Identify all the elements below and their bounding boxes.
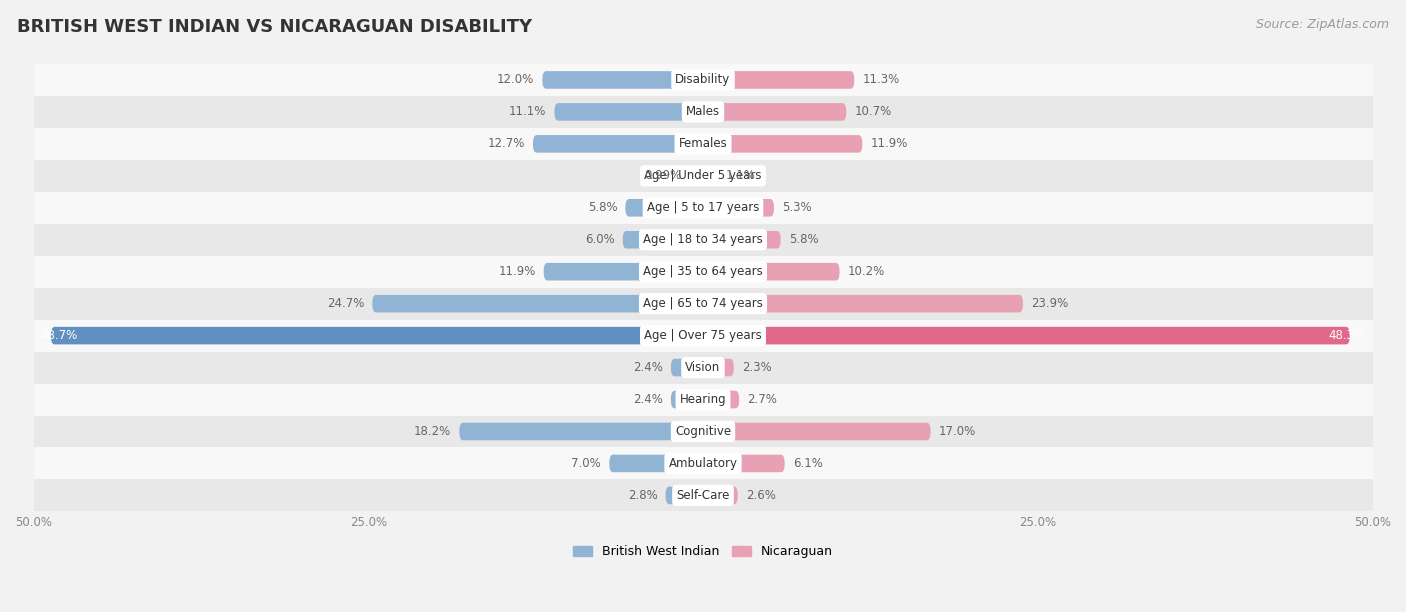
Text: Age | 65 to 74 years: Age | 65 to 74 years [643, 297, 763, 310]
FancyBboxPatch shape [671, 390, 703, 408]
FancyBboxPatch shape [544, 263, 703, 280]
FancyBboxPatch shape [703, 455, 785, 472]
Text: 18.2%: 18.2% [413, 425, 451, 438]
Bar [34, 351, 1372, 384]
Bar [34, 224, 1372, 256]
Text: 11.1%: 11.1% [509, 105, 547, 118]
FancyBboxPatch shape [703, 487, 738, 504]
Text: 6.0%: 6.0% [585, 233, 614, 246]
Text: 11.9%: 11.9% [870, 137, 908, 151]
FancyBboxPatch shape [460, 423, 703, 440]
FancyBboxPatch shape [690, 167, 703, 185]
Text: 0.99%: 0.99% [644, 170, 682, 182]
FancyBboxPatch shape [703, 231, 780, 248]
Text: 2.4%: 2.4% [633, 361, 662, 374]
Text: Vision: Vision [685, 361, 721, 374]
Text: 11.3%: 11.3% [862, 73, 900, 86]
FancyBboxPatch shape [51, 327, 703, 345]
FancyBboxPatch shape [703, 103, 846, 121]
FancyBboxPatch shape [703, 167, 717, 185]
Text: Source: ZipAtlas.com: Source: ZipAtlas.com [1256, 18, 1389, 31]
Bar [34, 416, 1372, 447]
Text: 5.8%: 5.8% [789, 233, 818, 246]
FancyBboxPatch shape [703, 263, 839, 280]
Bar [34, 160, 1372, 192]
Bar [34, 64, 1372, 96]
Text: Age | Under 5 years: Age | Under 5 years [644, 170, 762, 182]
Text: 2.3%: 2.3% [742, 361, 772, 374]
FancyBboxPatch shape [703, 295, 1024, 313]
Text: Cognitive: Cognitive [675, 425, 731, 438]
FancyBboxPatch shape [533, 135, 703, 152]
FancyBboxPatch shape [703, 135, 862, 152]
FancyBboxPatch shape [554, 103, 703, 121]
Text: 2.7%: 2.7% [747, 393, 778, 406]
Text: 23.9%: 23.9% [1031, 297, 1069, 310]
Text: 10.2%: 10.2% [848, 265, 884, 278]
Text: 48.3%: 48.3% [1329, 329, 1365, 342]
Bar [34, 192, 1372, 224]
Text: Age | 5 to 17 years: Age | 5 to 17 years [647, 201, 759, 214]
FancyBboxPatch shape [703, 390, 740, 408]
Text: 5.8%: 5.8% [588, 201, 617, 214]
Bar [34, 384, 1372, 416]
FancyBboxPatch shape [626, 199, 703, 217]
Text: 10.7%: 10.7% [855, 105, 891, 118]
FancyBboxPatch shape [703, 199, 773, 217]
Text: 2.6%: 2.6% [745, 489, 776, 502]
Text: 48.7%: 48.7% [41, 329, 77, 342]
Text: 11.9%: 11.9% [498, 265, 536, 278]
FancyBboxPatch shape [665, 487, 703, 504]
FancyBboxPatch shape [373, 295, 703, 313]
Bar [34, 96, 1372, 128]
Text: 24.7%: 24.7% [326, 297, 364, 310]
FancyBboxPatch shape [703, 359, 734, 376]
Bar [34, 319, 1372, 351]
Text: 17.0%: 17.0% [939, 425, 976, 438]
Text: Males: Males [686, 105, 720, 118]
Text: Disability: Disability [675, 73, 731, 86]
FancyBboxPatch shape [671, 359, 703, 376]
FancyBboxPatch shape [703, 71, 855, 89]
FancyBboxPatch shape [609, 455, 703, 472]
Text: 12.0%: 12.0% [498, 73, 534, 86]
Text: 6.1%: 6.1% [793, 457, 823, 470]
Bar [34, 256, 1372, 288]
Text: 7.0%: 7.0% [571, 457, 602, 470]
FancyBboxPatch shape [543, 71, 703, 89]
Text: Ambulatory: Ambulatory [668, 457, 738, 470]
Text: Age | Over 75 years: Age | Over 75 years [644, 329, 762, 342]
Text: Self-Care: Self-Care [676, 489, 730, 502]
Text: BRITISH WEST INDIAN VS NICARAGUAN DISABILITY: BRITISH WEST INDIAN VS NICARAGUAN DISABI… [17, 18, 531, 36]
Text: 12.7%: 12.7% [488, 137, 524, 151]
Text: 2.8%: 2.8% [627, 489, 658, 502]
Bar [34, 288, 1372, 319]
FancyBboxPatch shape [623, 231, 703, 248]
Legend: British West Indian, Nicaraguan: British West Indian, Nicaraguan [568, 540, 838, 563]
Bar [34, 128, 1372, 160]
Text: Females: Females [679, 137, 727, 151]
Text: 5.3%: 5.3% [782, 201, 811, 214]
Bar [34, 479, 1372, 512]
Text: Age | 18 to 34 years: Age | 18 to 34 years [643, 233, 763, 246]
Text: Hearing: Hearing [679, 393, 727, 406]
Text: Age | 35 to 64 years: Age | 35 to 64 years [643, 265, 763, 278]
FancyBboxPatch shape [703, 423, 931, 440]
Text: 2.4%: 2.4% [633, 393, 662, 406]
Bar [34, 447, 1372, 479]
Text: 1.1%: 1.1% [725, 170, 755, 182]
FancyBboxPatch shape [703, 327, 1350, 345]
